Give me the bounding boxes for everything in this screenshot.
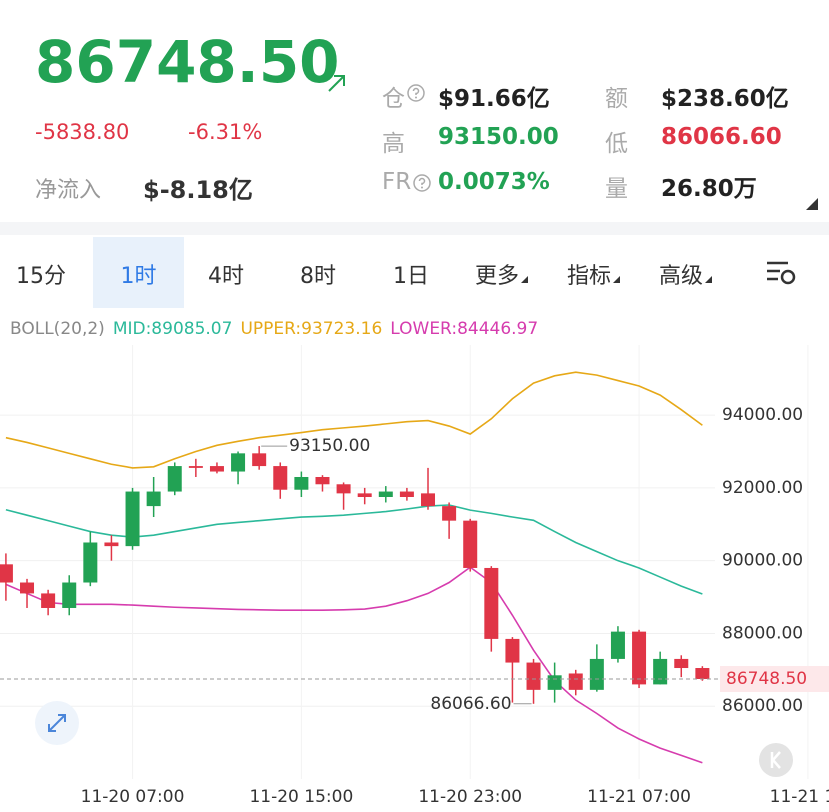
candle-body [336, 484, 351, 494]
y-tick-label: 94000.00 [722, 405, 803, 425]
x-tick-label: 11-21 15 [770, 787, 829, 807]
candle-body [294, 476, 309, 490]
candle-body [463, 520, 478, 568]
candle-body [610, 631, 625, 659]
separator [0, 222, 829, 235]
legend-entry: LOWER:84446.97 [390, 319, 538, 339]
candle-body [421, 493, 436, 507]
price-tag-label: 86748.50 [726, 669, 807, 689]
candle-body [273, 466, 288, 490]
stat-label: FR [382, 169, 412, 195]
candle-body [442, 506, 457, 521]
candle-body [146, 491, 161, 507]
tab[interactable]: 1日 [393, 264, 429, 289]
price-change: -5838.80 [35, 120, 130, 144]
candle-body [526, 662, 541, 690]
candle-body [484, 567, 499, 639]
candle-body [357, 493, 372, 498]
expand-triangle[interactable] [806, 198, 818, 210]
annotation: 93150.00 [289, 436, 370, 456]
candle-body [674, 658, 689, 669]
stat-value: 0.0073% [438, 169, 550, 195]
candle-body [20, 582, 35, 594]
stat-label: 额 [605, 86, 628, 112]
menu-triangle [521, 276, 529, 283]
kline-button[interactable] [758, 742, 794, 778]
candle-body [0, 564, 13, 583]
tab[interactable]: 更多 [475, 264, 520, 289]
indicator-label: BOLL(20,2) [10, 319, 105, 339]
stat-value: 86066.60 [661, 124, 782, 150]
x-tick-label: 11-21 07:00 [587, 787, 691, 807]
candle-body [632, 631, 647, 685]
candle-body [547, 675, 562, 690]
candle-body [568, 673, 583, 690]
boll-line [5, 566, 703, 764]
candle-body [378, 491, 393, 498]
candle-body [188, 466, 203, 468]
candle-body [252, 453, 267, 467]
menu-triangle [705, 276, 713, 283]
tab-selected-bg [93, 237, 184, 308]
help-icon[interactable] [413, 174, 431, 192]
tab[interactable]: 15分 [16, 264, 66, 289]
candle-body [41, 593, 56, 608]
help-icon[interactable] [407, 84, 425, 102]
stat-value: $238.60亿 [661, 86, 789, 112]
candle-body [231, 453, 246, 472]
tab[interactable]: 高级 [659, 264, 704, 289]
price-tag [720, 665, 829, 692]
tab[interactable]: 1时 [120, 264, 157, 289]
y-tick-label: 86000.00 [722, 696, 803, 716]
candle-body [653, 658, 668, 685]
plot [0, 371, 710, 764]
net-inflow-label: 净流入 [35, 178, 102, 203]
candle-body [104, 542, 119, 547]
candle-body [167, 466, 182, 492]
x-tick-label: 11-20 15:00 [249, 787, 353, 807]
candle-body [589, 658, 604, 690]
boll-line [5, 371, 703, 469]
candle-body [505, 638, 520, 663]
y-tick-label: 90000.00 [722, 551, 803, 571]
legend-entry: UPPER:93723.16 [240, 319, 382, 339]
y-tick-label: 92000.00 [722, 478, 803, 498]
stat-value: 26.80万 [661, 176, 757, 202]
candle-body [125, 491, 140, 547]
net-inflow: $-8.18亿 [143, 176, 253, 204]
last-price: 86748.50 [35, 28, 340, 96]
tab[interactable]: 指标 [567, 264, 612, 289]
stat-value: $91.66亿 [438, 86, 550, 112]
fullscreen-button[interactable] [34, 700, 80, 746]
menu-triangle [613, 276, 621, 283]
boll-line [5, 504, 703, 595]
stat-label: 低 [605, 131, 628, 157]
candle-body [695, 668, 710, 679]
legend-entry: MID:89085.07 [113, 319, 233, 339]
price-change-pct: -6.31% [188, 120, 263, 144]
tab[interactable]: 4时 [208, 264, 244, 289]
candle-body [62, 582, 77, 608]
x-tick-label: 11-20 07:00 [81, 787, 185, 807]
annotation: 86066.60 [430, 694, 511, 714]
settings-icon[interactable] [764, 258, 798, 286]
candle-body [83, 542, 98, 583]
stat-label: 高 [382, 131, 405, 157]
stat-label: 仓 [382, 86, 405, 112]
x-tick-label: 11-20 23:00 [418, 787, 522, 807]
candle-body [399, 491, 414, 498]
tab[interactable]: 8时 [300, 264, 336, 289]
stat-value: 93150.00 [438, 124, 559, 150]
y-tick-label: 88000.00 [722, 623, 803, 643]
candle-body [209, 466, 224, 472]
candle-body [315, 476, 330, 485]
trend-arrow [328, 75, 345, 92]
stat-label: 量 [605, 176, 628, 202]
